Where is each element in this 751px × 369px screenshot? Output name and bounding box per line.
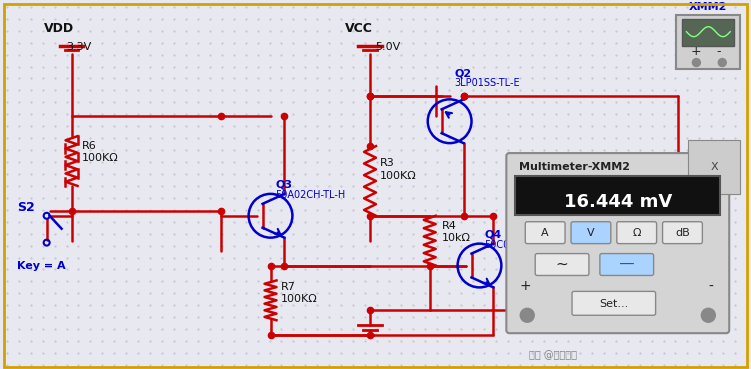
Text: +: + [519,279,531,293]
FancyBboxPatch shape [677,15,740,69]
Circle shape [520,308,534,322]
Text: X: X [710,162,718,172]
Text: ―: ― [620,258,634,272]
Text: A: A [541,228,549,238]
Text: -: - [716,45,721,58]
Text: 50A02CH-TL-H: 50A02CH-TL-H [276,190,345,200]
Text: V: V [587,228,595,238]
Text: dB: dB [675,228,690,238]
Text: 3.3V: 3.3V [67,42,92,52]
Text: 3LP01SS-TL-E: 3LP01SS-TL-E [454,79,520,89]
FancyBboxPatch shape [535,254,589,276]
FancyBboxPatch shape [571,222,611,244]
Text: +: + [690,45,701,58]
Text: 100KΩ: 100KΩ [380,171,417,181]
Text: 50C02CH-TL-E: 50C02CH-TL-E [484,239,553,249]
Text: Q3: Q3 [276,180,292,190]
Text: Multimeter-XMM2: Multimeter-XMM2 [519,162,630,172]
Text: 头条 @芯间资讯: 头条 @芯间资讯 [529,350,578,360]
Text: R7: R7 [280,282,295,292]
Text: R4: R4 [442,221,457,231]
Text: Q4: Q4 [484,230,502,239]
FancyBboxPatch shape [600,254,653,276]
Text: Q2: Q2 [454,69,472,79]
Text: XMM2: XMM2 [689,2,728,12]
Circle shape [701,308,715,322]
Text: Ω: Ω [632,228,641,238]
Text: -: - [708,279,713,293]
Text: 16.444 mV: 16.444 mV [564,193,672,211]
FancyBboxPatch shape [683,19,734,46]
Text: 10kΩ: 10kΩ [442,232,471,243]
Text: VDD: VDD [44,22,74,35]
Text: R6: R6 [81,141,96,151]
Text: S2: S2 [17,201,35,214]
Circle shape [692,59,701,66]
FancyBboxPatch shape [506,153,729,333]
Text: ∼: ∼ [556,257,569,272]
FancyBboxPatch shape [662,222,702,244]
Text: 100KΩ: 100KΩ [81,153,118,163]
Text: 5.0V: 5.0V [375,42,400,52]
Text: Key = A: Key = A [17,261,65,270]
Text: Set...: Set... [599,299,629,309]
FancyBboxPatch shape [572,292,656,315]
Text: 100KΩ: 100KΩ [280,294,317,304]
Text: R3: R3 [380,158,395,168]
FancyBboxPatch shape [515,176,720,215]
FancyBboxPatch shape [525,222,565,244]
FancyBboxPatch shape [617,222,656,244]
Text: VCC: VCC [345,22,373,35]
Circle shape [718,59,726,66]
